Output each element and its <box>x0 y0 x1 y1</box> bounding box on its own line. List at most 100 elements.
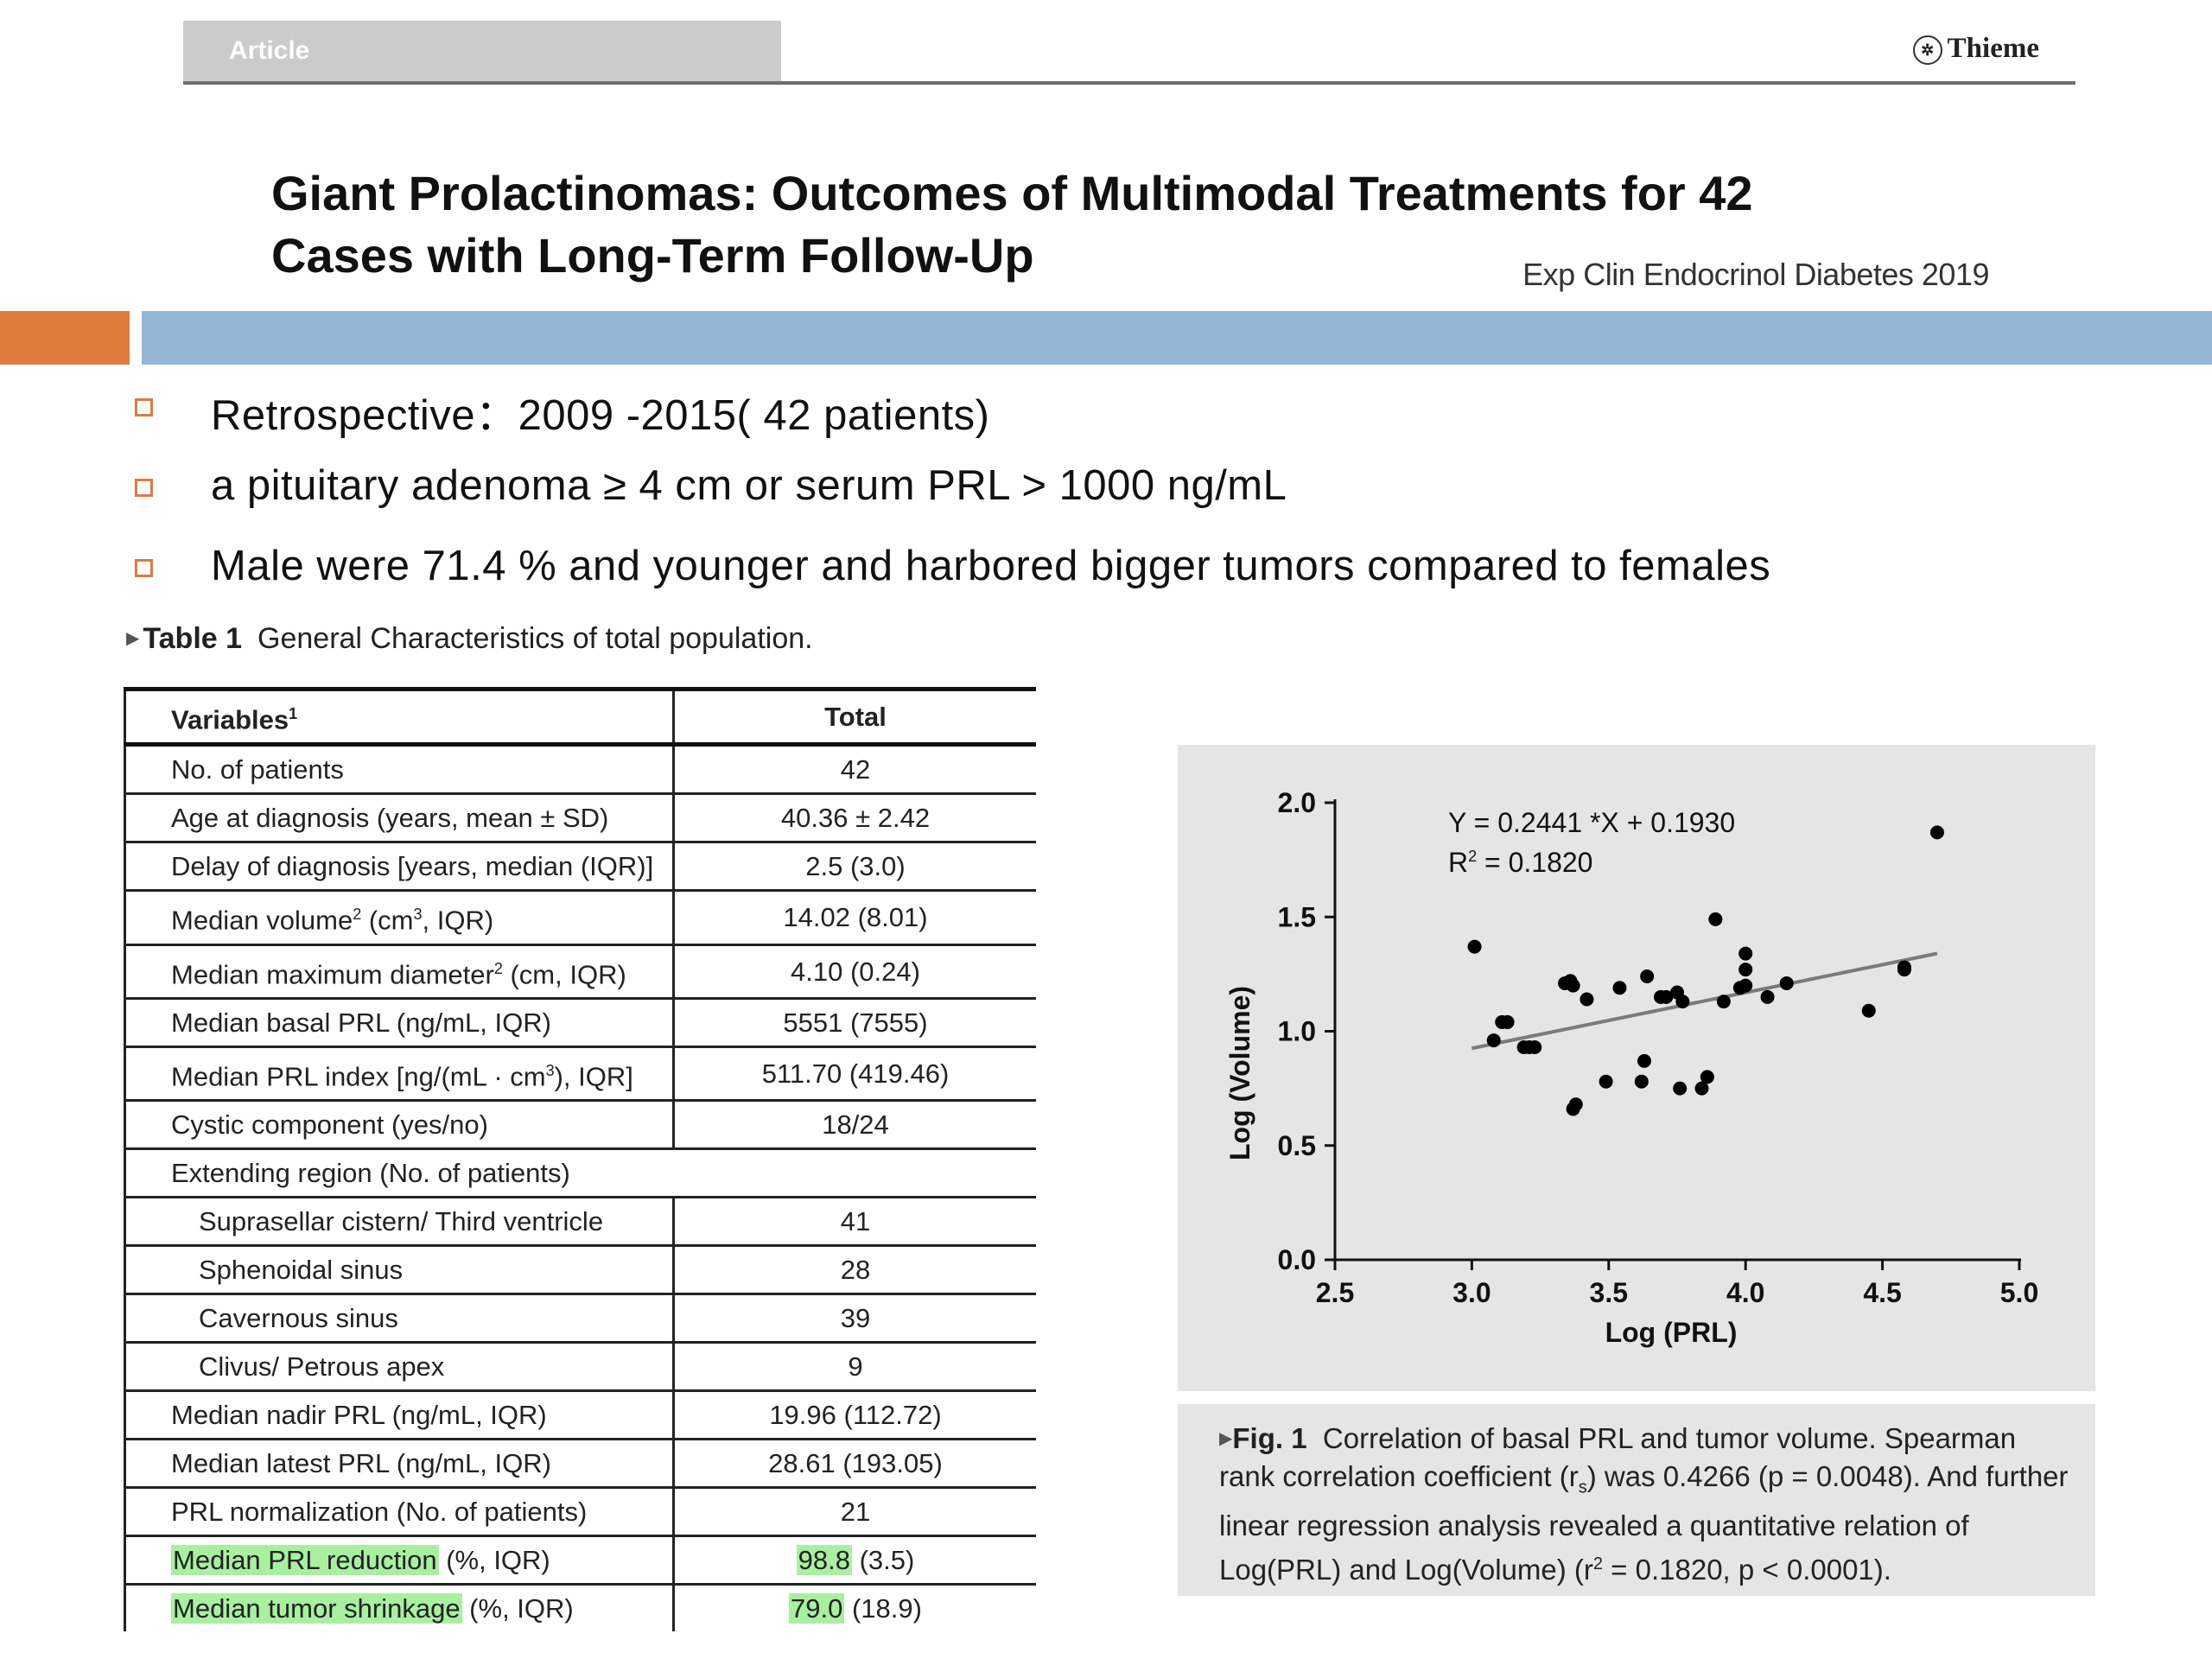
bullet-text: a pituitary adenoma ≥ 4 cm or serum PRL … <box>211 462 1287 509</box>
square-bullet-icon <box>135 479 153 497</box>
data-points <box>1467 825 1944 1116</box>
figure-label: Fig. 1 <box>1232 1422 1307 1454</box>
highlighted-value: 79.0 <box>789 1593 845 1624</box>
row-label: Suprasellar cistern/ Third ventricle <box>124 1197 675 1248</box>
data-point <box>1637 1053 1651 1068</box>
row-value: 79.0 (18.9) <box>789 1593 922 1624</box>
row-label: Median PRL reduction (%, IQR) <box>124 1535 675 1586</box>
row-label: No. of patients <box>124 744 675 796</box>
row-label: Cystic component (yes/no) <box>124 1100 675 1151</box>
paper-title-line2: Cases with Long-Term Follow-Up <box>271 228 1034 283</box>
y-tick-label: 0.0 <box>1278 1244 1316 1275</box>
x-tick-label: 3.0 <box>1452 1277 1491 1308</box>
bullet-text: Male were 71.4 % and younger and harbore… <box>211 543 1771 589</box>
row-label: Age at diagnosis (years, mean ± SD) <box>124 793 675 844</box>
data-point <box>1467 939 1482 954</box>
publisher-logo: ✲ Thieme <box>1912 33 2039 65</box>
header-variables: Variables1 <box>124 686 675 747</box>
figure-caption-text: Correlation of basal PRL and tumor volum… <box>1219 1422 2017 1492</box>
table-row: Delay of diagnosis [years, median (IQR)]… <box>124 842 1036 893</box>
row-label: Median nadir PRL (ng/mL, IQR) <box>124 1390 675 1441</box>
table-row: Cystic component (yes/no) 18/24 <box>124 1100 1036 1151</box>
header-rule <box>183 81 2075 85</box>
data-point <box>1675 995 1690 1009</box>
highlighted-value: 98.8 <box>796 1545 852 1576</box>
data-point <box>1612 981 1627 995</box>
square-bullet-icon <box>135 559 153 577</box>
article-tab: Article <box>183 21 781 81</box>
plot-axes <box>1333 799 2021 1262</box>
row-value: 28.61 (193.05) <box>673 1439 1036 1490</box>
header-total: Total <box>673 686 1036 747</box>
row-label: Median latest PRL (ng/mL, IQR) <box>124 1439 675 1490</box>
row-label: Median volume2 (cm3, IQR) <box>124 890 675 946</box>
data-point <box>1673 1081 1688 1096</box>
figure-panel: 2.5 3.0 3.5 4.0 4.5 5.0 0.0 0.5 1.0 1.5 2.0 Y = 0.… <box>1178 745 2095 1391</box>
highlighted-label: Median tumor shrinkage <box>171 1593 462 1624</box>
row-value: 19.96 (112.72) <box>673 1390 1036 1441</box>
thieme-emblem-icon: ✲ <box>1912 35 1942 65</box>
characteristics-table: Variables1 Total No. of patients 42 Age a… <box>124 686 1037 1632</box>
x-tick-label: 4.5 <box>1863 1277 1901 1308</box>
row-label: Extending region (No. of patients) <box>124 1148 1036 1199</box>
row-label: Cavernous sinus <box>124 1294 675 1344</box>
table-row: Median basal PRL (ng/mL, IQR) 5551 (7555) <box>124 998 1036 1048</box>
accent-bar-orange <box>0 311 130 365</box>
data-point <box>1599 1074 1613 1089</box>
data-point <box>1659 989 1674 1004</box>
publisher-name: Thieme <box>1947 33 2039 64</box>
table-row: Sphenoidal sinus 28 <box>124 1245 1036 1296</box>
table-row: Median maximum diameter2 (cm, IQR) 4.10 (… <box>124 944 1036 1000</box>
x-tick-label: 5.0 <box>2000 1277 2038 1308</box>
row-value: 28 <box>673 1245 1036 1296</box>
data-point <box>1738 963 1753 977</box>
table-row: Clivus/ Petrous apex 9 <box>124 1342 1036 1393</box>
paper-title-line1: Giant Prolactinomas: Outcomes of Multimo… <box>271 166 1753 220</box>
x-tick-label: 3.5 <box>1590 1277 1628 1308</box>
table-row: Median tumor shrinkage (%, IQR) 79.0 (18.… <box>124 1584 1037 1632</box>
table-header-row: Variables1 Total <box>124 686 1036 747</box>
y-axis-label: Log (Volume) <box>1224 986 1255 1160</box>
data-point <box>1528 1040 1542 1055</box>
paper-title: Giant Prolactinomas: Outcomes of Multimo… <box>271 162 1991 287</box>
square-bullet-icon <box>135 398 153 416</box>
data-point <box>1897 960 1911 975</box>
table-row: Extending region (No. of patients) <box>124 1148 1036 1199</box>
table-row: Suprasellar cistern/ Third ventricle 41 <box>124 1197 1036 1248</box>
y-tick-label: 2.0 <box>1278 787 1316 818</box>
row-value: 511.70 (419.46) <box>673 1046 1036 1103</box>
data-point <box>1640 969 1655 984</box>
row-label: Clivus/ Petrous apex <box>124 1342 675 1393</box>
table-row: Median volume2 (cm3, IQR) 14.02 (8.01) <box>124 890 1036 946</box>
row-value: 2.5 (3.0) <box>673 842 1036 893</box>
row-label: Sphenoidal sinus <box>124 1245 675 1296</box>
table-row: Median PRL reduction (%, IQR) 98.8 (3.5) <box>124 1535 1036 1586</box>
figure-caption: ▶Fig. 1 Correlation of basal PRL and tum… <box>1178 1404 2095 1596</box>
row-label: Median PRL index [ng/(mL · cm3), IQR] <box>124 1046 675 1103</box>
row-value: 9 <box>673 1342 1036 1393</box>
row-value: 98.8 (3.5) <box>673 1535 1036 1586</box>
table-caption-text: General Characteristics of total populat… <box>257 622 813 655</box>
row-label: Median maximum diameter2 (cm, IQR) <box>124 944 675 1000</box>
data-point <box>1929 825 1944 840</box>
row-value: 5551 (7555) <box>673 998 1036 1048</box>
data-point <box>1861 1003 1876 1018</box>
triangle-marker-icon: ▶ <box>1219 1429 1233 1448</box>
data-point <box>1566 978 1580 993</box>
table-row: PRL normalization (No. of patients) 21 <box>124 1487 1036 1538</box>
data-point <box>1700 1070 1714 1084</box>
y-tick-label: 0.5 <box>1278 1130 1316 1161</box>
data-point <box>1580 992 1594 1007</box>
data-point <box>1716 995 1731 1009</box>
x-axis-label: Log (PRL) <box>1605 1317 1738 1348</box>
bullet-text: Retrospective：2009 -2015( 42 patients) <box>211 392 990 439</box>
highlighted-label: Median PRL reduction <box>171 1545 439 1576</box>
data-point <box>1568 1097 1583 1112</box>
row-value: 18/24 <box>673 1100 1036 1151</box>
row-value: 14.02 (8.01) <box>673 890 1036 946</box>
row-label: Median tumor shrinkage (%, IQR) <box>124 1584 675 1632</box>
row-value: 42 <box>673 744 1036 796</box>
table-caption: ▶ Table 1 General Characteristics of total… <box>126 622 813 656</box>
triangle-marker-icon: ▶ <box>126 629 140 648</box>
row-value: 39 <box>673 1294 1036 1344</box>
